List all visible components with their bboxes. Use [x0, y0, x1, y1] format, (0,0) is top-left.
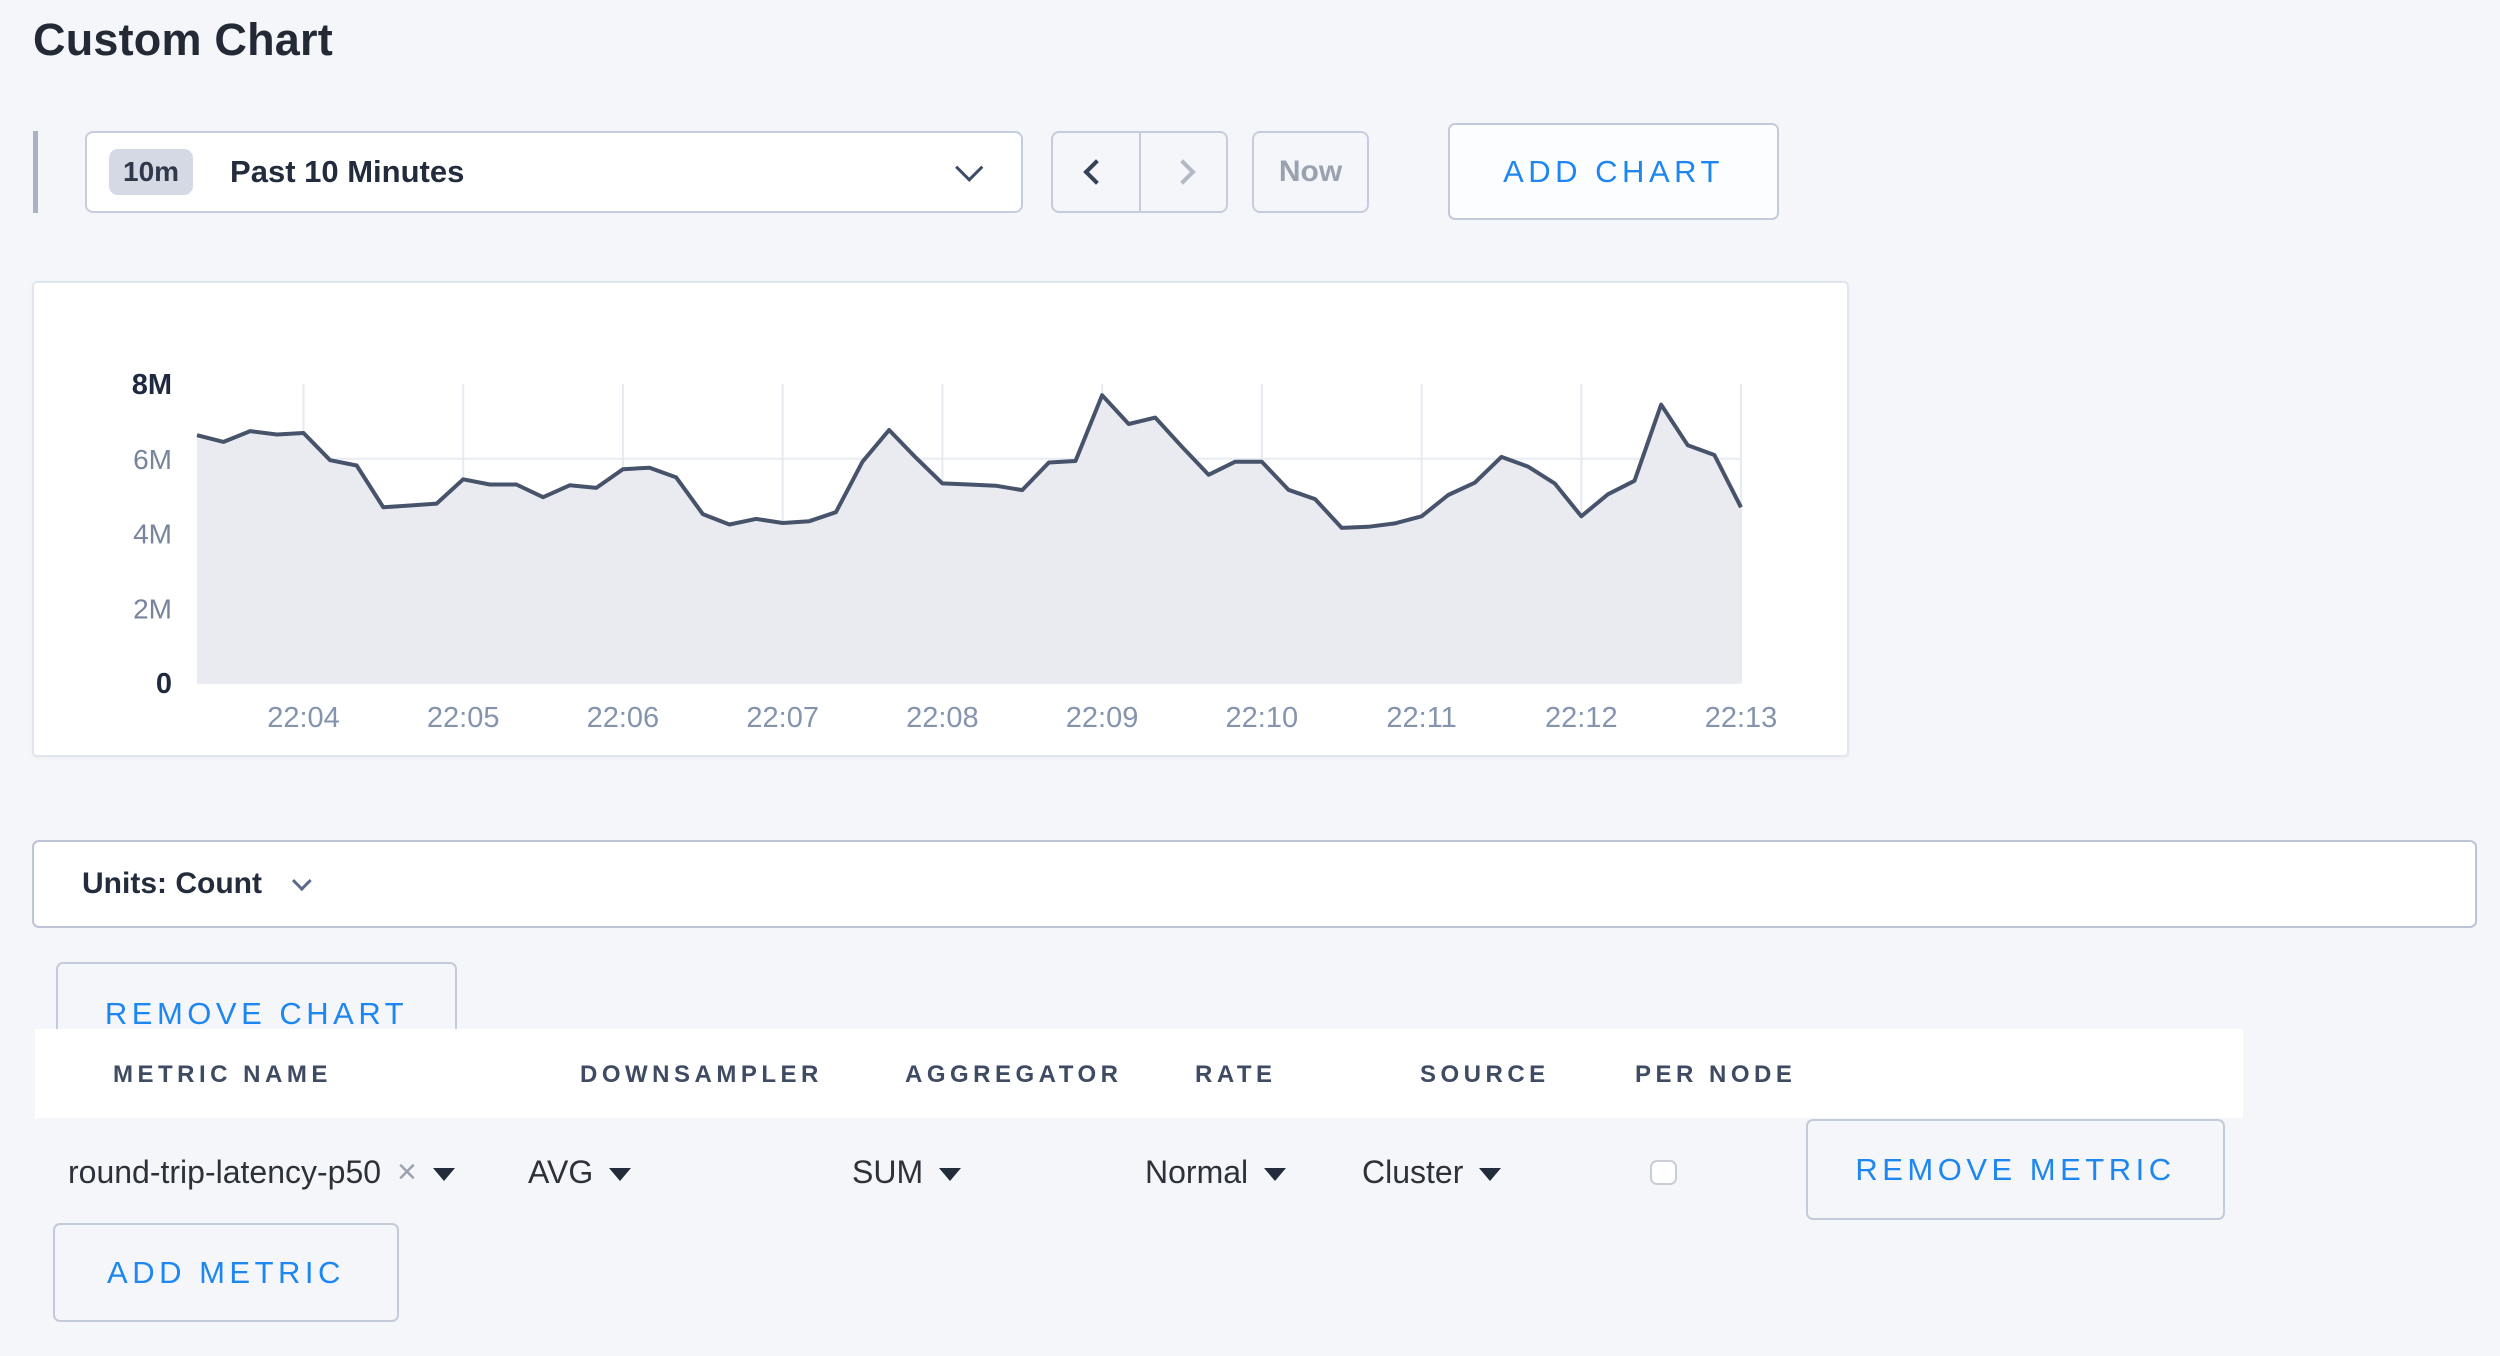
remove-chart-label: REMOVE CHART [104, 996, 409, 1031]
metrics-table-header: METRIC NAME DOWNSAMPLER AGGREGATOR RATE … [35, 1029, 2243, 1118]
svg-text:22:07: 22:07 [746, 702, 819, 734]
toolbar-divider [33, 131, 38, 213]
next-range-button[interactable] [1138, 133, 1227, 211]
rate-value: Normal [1145, 1153, 1249, 1190]
per-node-checkbox[interactable] [1650, 1160, 1677, 1185]
svg-text:22:05: 22:05 [427, 702, 500, 734]
remove-metric-label: REMOVE METRIC [1855, 1151, 2176, 1187]
svg-text:6M: 6M [133, 444, 172, 475]
add-metric-button[interactable]: ADD METRIC [53, 1223, 399, 1322]
column-header-per-node: PER NODE [1635, 1061, 1797, 1088]
svg-text:22:10: 22:10 [1226, 702, 1299, 734]
rate-select[interactable]: Normal [1145, 1146, 1287, 1198]
column-header-downsampler: DOWNSAMPLER [580, 1061, 823, 1088]
column-header-source: SOURCE [1420, 1061, 1550, 1088]
time-range-select[interactable]: 10m Past 10 Minutes [85, 131, 1023, 213]
units-label: Units: Count [82, 867, 262, 900]
add-chart-button[interactable]: ADD CHART [1448, 123, 1779, 220]
downsampler-value: AVG [528, 1153, 594, 1190]
chevron-right-icon [1170, 159, 1196, 185]
metric-name-select[interactable]: round-trip-latency-p50 × [68, 1146, 455, 1198]
metric-name-value: round-trip-latency-p50 [68, 1153, 382, 1190]
column-header-aggregator: AGGREGATOR [905, 1061, 1123, 1088]
source-select[interactable]: Cluster [1362, 1146, 1502, 1198]
caret-down-icon [609, 1167, 632, 1181]
svg-text:22:08: 22:08 [906, 702, 979, 734]
column-header-rate: RATE [1195, 1061, 1277, 1088]
svg-text:22:09: 22:09 [1066, 702, 1139, 734]
svg-text:22:06: 22:06 [587, 702, 660, 734]
chart-card: 22:04 22:05 22:06 22:07 22:08 22:09 22:10 22:11… [32, 281, 1849, 757]
chevron-down-icon [291, 871, 312, 892]
aggregator-select[interactable]: SUM [852, 1146, 962, 1198]
aggregator-value: SUM [852, 1153, 924, 1190]
column-header-metric-name: METRIC NAME [113, 1061, 332, 1088]
svg-text:0: 0 [156, 668, 172, 700]
add-metric-label: ADD METRIC [107, 1254, 345, 1290]
time-range-label: Past 10 Minutes [230, 154, 465, 189]
svg-text:22:12: 22:12 [1545, 702, 1618, 734]
caret-down-icon [432, 1167, 455, 1181]
chevron-down-icon [955, 153, 984, 182]
add-chart-label: ADD CHART [1503, 153, 1724, 189]
downsampler-select[interactable]: AVG [528, 1146, 632, 1198]
now-button-label: Now [1278, 155, 1343, 188]
clear-metric-icon[interactable]: × [397, 1153, 417, 1191]
page-title: Custom Chart [33, 14, 333, 65]
svg-text:2M: 2M [133, 593, 172, 624]
svg-text:8M: 8M [132, 369, 172, 401]
source-value: Cluster [1362, 1153, 1464, 1190]
caret-down-icon [1479, 1167, 1502, 1181]
remove-metric-button[interactable]: REMOVE METRIC [1806, 1119, 2225, 1220]
prev-range-button[interactable] [1053, 133, 1139, 211]
caret-down-icon [1264, 1167, 1287, 1181]
timeseries-area-chart: 22:04 22:05 22:06 22:07 22:08 22:09 22:10 22:11… [132, 369, 1778, 734]
now-button[interactable]: Now [1252, 131, 1369, 213]
units-select[interactable]: Units: Count [32, 840, 2477, 928]
svg-text:22:11: 22:11 [1386, 702, 1456, 734]
time-range-badge: 10m [109, 149, 194, 195]
chevron-left-icon [1083, 159, 1109, 185]
time-pager [1051, 131, 1228, 213]
svg-text:22:04: 22:04 [267, 702, 340, 734]
caret-down-icon [939, 1167, 962, 1181]
svg-text:22:13: 22:13 [1705, 702, 1778, 734]
svg-text:4M: 4M [133, 519, 172, 550]
